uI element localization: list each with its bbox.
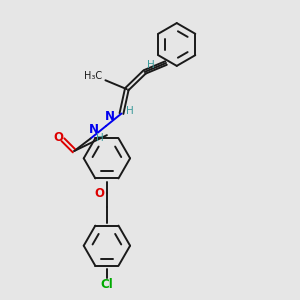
Text: H: H [96, 133, 103, 143]
Text: O: O [95, 188, 105, 200]
Text: Cl: Cl [100, 278, 113, 291]
Text: H: H [126, 106, 134, 116]
Text: N: N [105, 110, 115, 123]
Text: N: N [89, 123, 99, 136]
Text: H: H [147, 59, 154, 70]
Text: O: O [54, 131, 64, 144]
Text: H₃C: H₃C [84, 71, 102, 81]
